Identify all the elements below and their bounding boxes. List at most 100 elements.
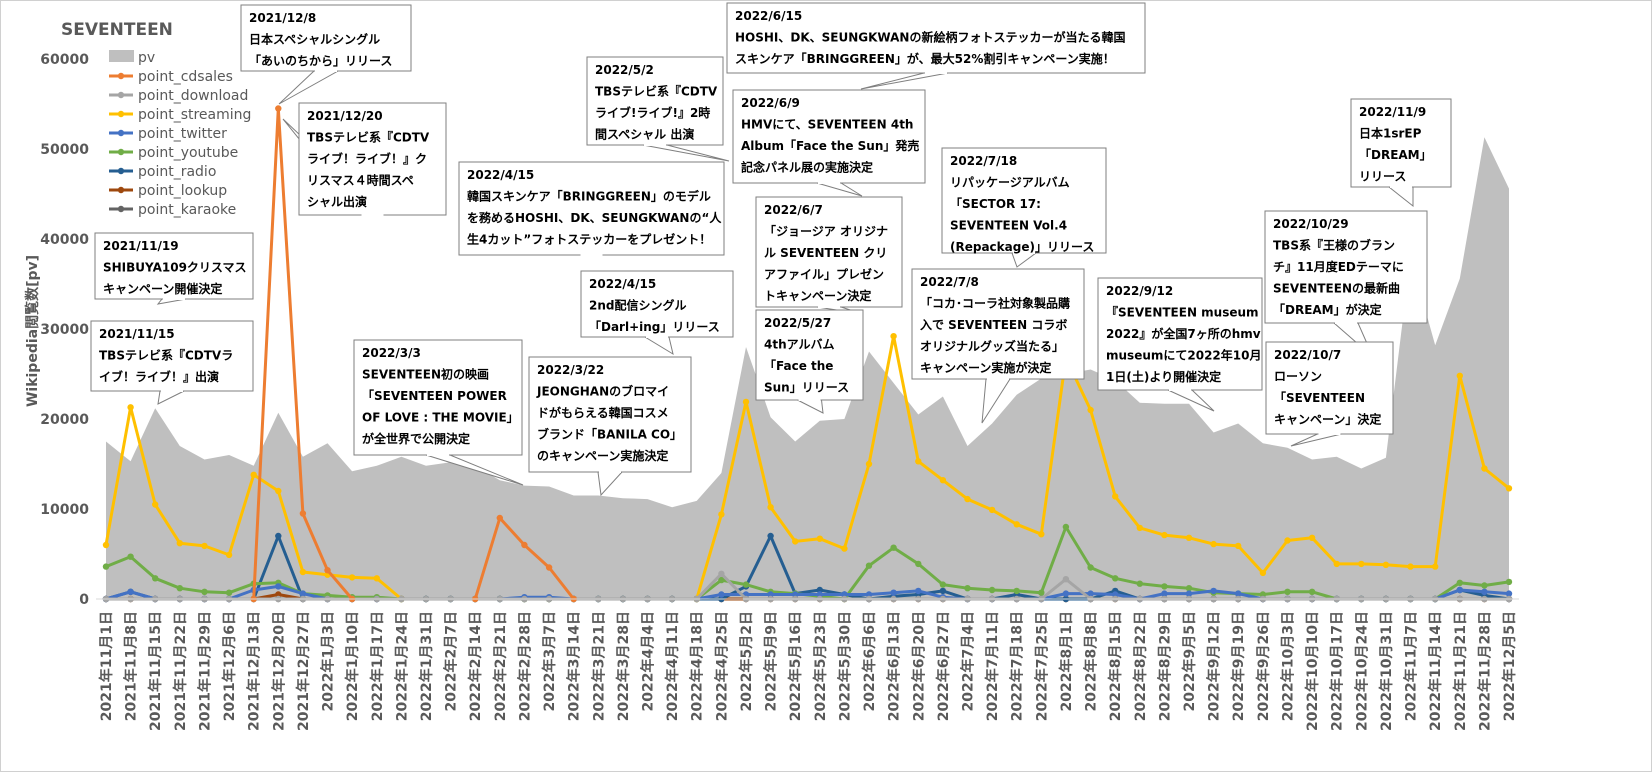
y-tick-label: 0 [79,592,89,608]
legend-marker [117,72,125,80]
callout-text: キャンペーン実施が決定 [920,360,1051,375]
x-tick-label: 2022年2月28日 [516,611,533,721]
point_twitter-point [890,589,897,596]
callout-text: 記念パネル展の実施決定 [741,160,873,175]
x-tick-label: 2022年10月17日 [1329,611,1346,731]
legend-marker [117,148,125,156]
x-tick-label: 2022年4月18日 [689,611,706,721]
point_twitter-point [1456,586,1464,594]
callout-text: 2022/6/15 [735,9,802,23]
point_youtube-point [1136,580,1144,587]
legend-marker [117,129,125,137]
callout-box [755,196,903,308]
annotation-callout: 2021/12/20 TBSテレビ系『CDTV ライブ！ライブ！』クリスマス４時間ス… [282,102,447,216]
x-tick-label: 2022年1月3日 [320,611,337,711]
legend-label: pv [138,50,155,66]
point_youtube-point [1038,589,1045,596]
x-tick-label: 2022年10月31日 [1378,611,1395,731]
callout-pointer [643,336,674,356]
annotation-callout: 2022/5/27 4thアルバム「Face the Sun」リリース [755,309,864,414]
y-tick-label: 40000 [40,232,89,248]
callout-text: 2022/10/7 [1274,348,1341,362]
callout-text: スキンケア「BRINGGREEN」が、最大52%割引キャンペーン実施！ [735,51,1115,66]
point_streaming-point [176,540,183,547]
callout-text: OF LOVE : THE MOVIE」 [362,411,519,425]
point_streaming-point [373,575,380,582]
x-tick-label: 2022年4月4日 [640,611,657,711]
callout-text: シャル出演 [307,194,367,209]
x-tick-label: 2021年11月8日 [123,611,140,721]
x-tick-label: 2022年11月28日 [1476,611,1493,731]
annotation-callout: 2022/4/15 韓国スキンケア「BRINGGREEN」のモデルを務めるHOSH… [458,161,725,256]
x-tick-label: 2022年7月11日 [984,611,1001,721]
point_streaming-point [1284,537,1291,544]
x-tick-label: 2022年6月6日 [861,611,878,711]
legend-label: point_download [138,88,248,104]
callout-text: TBSテレビ系『CDTV [595,84,718,99]
point_cdsales-point [275,105,282,112]
callout-pointer [642,144,730,162]
x-axis-ticks: 2021年11月1日 2021年11月8日 2021年11月15日 2021年11月2… [98,611,1518,731]
x-tick-label: 2022年9月12日 [1206,611,1223,721]
callout-text: SEVENTEEN Vol.4 [950,219,1067,233]
callout-text: ローソン [1274,370,1322,384]
callout-text: 2022』が全国7ヶ所のhmv [1106,326,1261,341]
point_youtube-point [865,562,873,569]
callout-text: 2022/11/9 [1359,105,1426,119]
callout-pointer [797,399,824,414]
point_youtube-point [1308,588,1316,595]
point_streaming-point [1333,560,1340,568]
x-tick-label: 2022年10月3日 [1280,611,1297,721]
legend-label: point_karaoke [138,202,236,218]
point_streaming-point [1382,561,1390,568]
point_youtube-point [201,588,208,595]
point_twitter-point [718,591,725,598]
callout-text: イブ！ライブ！』出演 [99,369,219,384]
callout-text: museumにて2022年10月 [1106,348,1261,363]
point_streaming-point [127,404,134,411]
legend-label: point_streaming [138,107,251,123]
x-tick-label: 2022年5月9日 [763,611,780,711]
point_streaming-point [890,333,897,340]
callout-text: JEONGHANのブロマイ [536,384,669,399]
legend-label: point_youtube [138,145,238,161]
point_youtube-point [225,589,233,596]
point_twitter-point [816,591,823,598]
point_youtube-point [1505,578,1513,586]
legend-label: point_cdsales [138,69,233,85]
annotation-callout: 2021/12/8 日本スペシャルシングル「あいのちから」リリース [240,4,412,105]
callout-text: 入で SEVENTEEN コラボ [920,317,1067,332]
annotation-callout: 2022/7/18 リパッケージアルバム「SECTOR 17: SEVENTEEN … [941,147,1107,268]
x-tick-label: 2022年1月24日 [393,611,410,721]
point_twitter-point [1505,590,1513,597]
point_streaming-point [816,535,823,542]
callout-text: SEVENTEEN初の映画 [362,367,489,382]
point_twitter-point [1185,590,1193,597]
x-tick-label: 2022年11月21日 [1452,611,1469,731]
legend: pv point_cdsales point_download point_strea… [109,50,251,218]
point_twitter-point [792,591,799,598]
point_radio-point [275,532,282,540]
point_streaming-point [1456,372,1464,379]
x-tick-label: 2022年3月14日 [566,611,583,721]
point_cdsales-point [521,541,528,549]
callout-box [586,56,724,146]
x-tick-label: 2022年10月10日 [1304,611,1321,731]
point_cdsales-point [324,567,331,574]
point_streaming-point [915,458,922,465]
point_twitter-point [1210,587,1217,595]
point_streaming-point [767,504,774,511]
point_streaming-point [1235,542,1242,550]
callout-text: TBS系『王様のブラン [1273,238,1395,253]
callout-text: Album「Face the Sun」発売 [741,138,919,153]
callout-text: ブランド「BANILA CO」 [537,427,682,442]
callout-text: ライブ!ライブ!』2時 [595,105,710,120]
callout-box [240,4,412,72]
x-tick-label: 2022年5月30日 [836,611,853,721]
callout-pointer [1290,433,1342,447]
